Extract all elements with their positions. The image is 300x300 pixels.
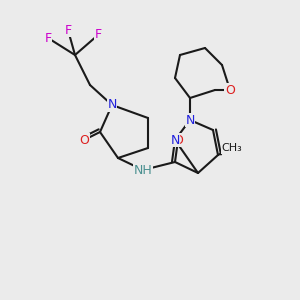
Text: CH₃: CH₃ [222,143,242,153]
Text: N: N [170,134,180,146]
Text: F: F [94,28,102,41]
Text: F: F [64,23,72,37]
Text: O: O [173,134,183,146]
Text: O: O [79,134,89,146]
Text: O: O [225,83,235,97]
Text: N: N [185,113,195,127]
Text: NH: NH [134,164,152,176]
Text: F: F [44,32,52,44]
Text: N: N [107,98,117,112]
